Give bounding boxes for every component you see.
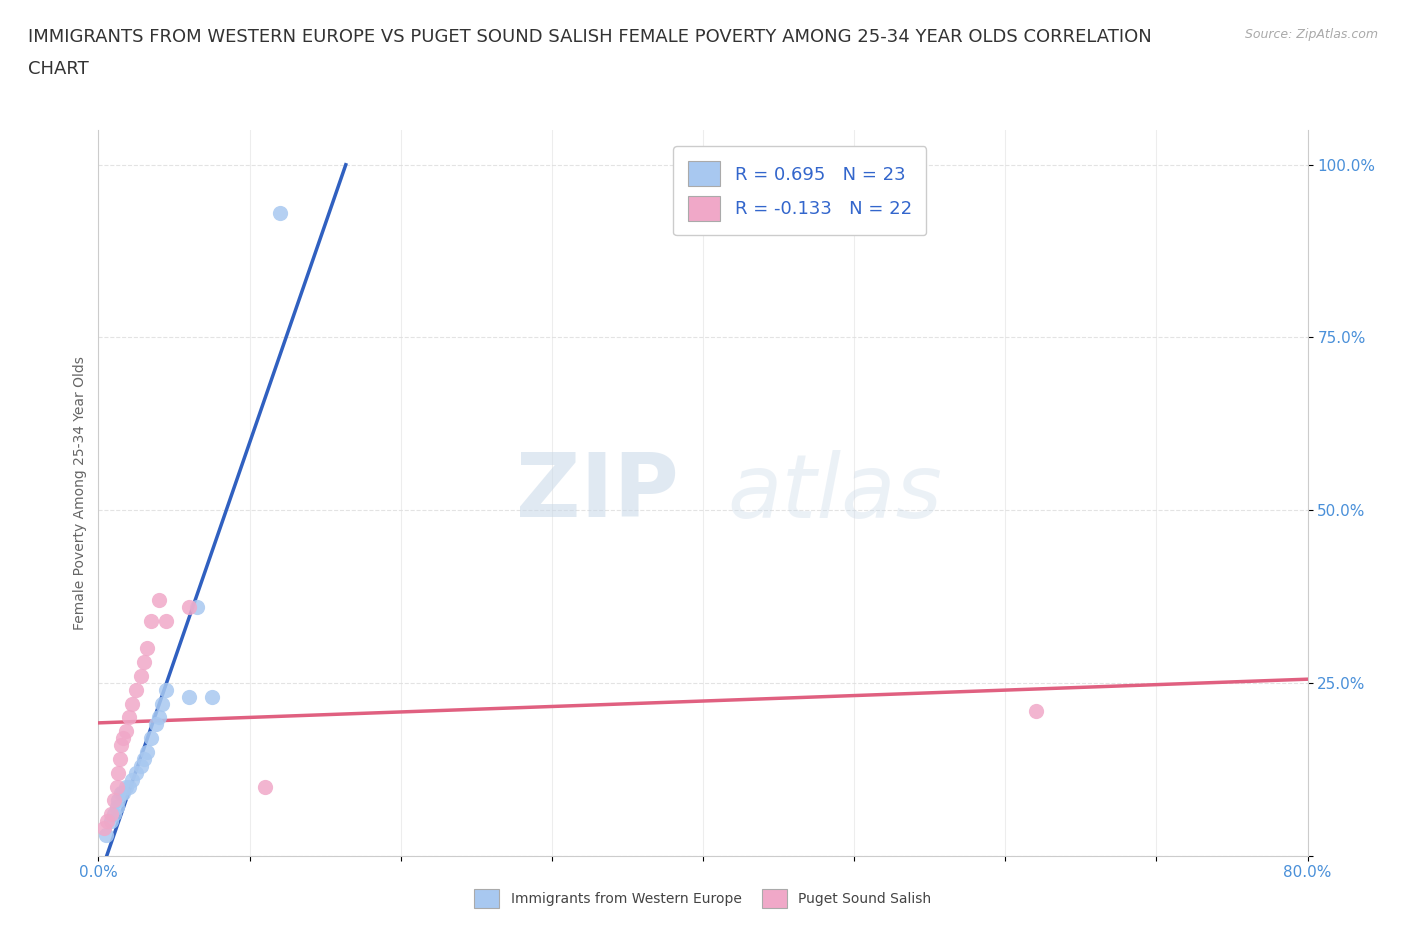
Point bbox=[110, 786, 132, 801]
Point bbox=[125, 683, 148, 698]
Point bbox=[141, 613, 163, 628]
Point bbox=[129, 758, 152, 773]
Y-axis label: Female Poverty Among 25-34 Year Olds: Female Poverty Among 25-34 Year Olds bbox=[73, 356, 87, 630]
Point bbox=[135, 745, 157, 760]
Text: Source: ZipAtlas.com: Source: ZipAtlas.com bbox=[1244, 28, 1378, 41]
Text: CHART: CHART bbox=[28, 60, 89, 78]
Point bbox=[179, 600, 201, 615]
Point bbox=[155, 613, 177, 628]
Point bbox=[155, 683, 177, 698]
Point bbox=[111, 731, 134, 746]
Text: IMMIGRANTS FROM WESTERN EUROPE VS PUGET SOUND SALISH FEMALE POVERTY AMONG 25-34 : IMMIGRANTS FROM WESTERN EUROPE VS PUGET … bbox=[28, 28, 1152, 46]
Point bbox=[107, 765, 129, 780]
Point bbox=[118, 710, 141, 724]
Point bbox=[150, 697, 173, 711]
Point bbox=[121, 772, 143, 787]
Legend: Immigrants from Western Europe, Puget Sound Salish: Immigrants from Western Europe, Puget So… bbox=[470, 883, 936, 914]
Point bbox=[148, 592, 170, 607]
Point bbox=[110, 737, 132, 752]
Point bbox=[141, 731, 163, 746]
Point bbox=[96, 814, 118, 829]
Text: ZIP: ZIP bbox=[516, 449, 679, 537]
Point bbox=[121, 697, 143, 711]
Point bbox=[145, 717, 167, 732]
Point bbox=[100, 806, 122, 821]
Point bbox=[107, 793, 129, 808]
Point bbox=[148, 710, 170, 724]
Point bbox=[179, 689, 201, 704]
Point bbox=[111, 786, 134, 801]
Point bbox=[253, 779, 276, 794]
Point bbox=[132, 655, 155, 670]
Text: atlas: atlas bbox=[727, 450, 942, 536]
Point bbox=[132, 751, 155, 766]
Point bbox=[105, 779, 128, 794]
Legend: R = 0.695   N = 23, R = -0.133   N = 22: R = 0.695 N = 23, R = -0.133 N = 22 bbox=[673, 147, 927, 235]
Point bbox=[103, 806, 125, 821]
Point bbox=[118, 779, 141, 794]
Point bbox=[93, 820, 115, 835]
Point bbox=[114, 724, 136, 738]
Point bbox=[103, 793, 125, 808]
Point bbox=[129, 669, 152, 684]
Point bbox=[108, 751, 131, 766]
Point bbox=[269, 206, 291, 220]
Point bbox=[201, 689, 224, 704]
Point bbox=[114, 779, 136, 794]
Point bbox=[135, 641, 157, 656]
Point bbox=[100, 814, 122, 829]
Point bbox=[186, 600, 208, 615]
Point bbox=[105, 800, 128, 815]
Point bbox=[125, 765, 148, 780]
Point bbox=[1024, 703, 1046, 718]
Point bbox=[94, 828, 117, 843]
